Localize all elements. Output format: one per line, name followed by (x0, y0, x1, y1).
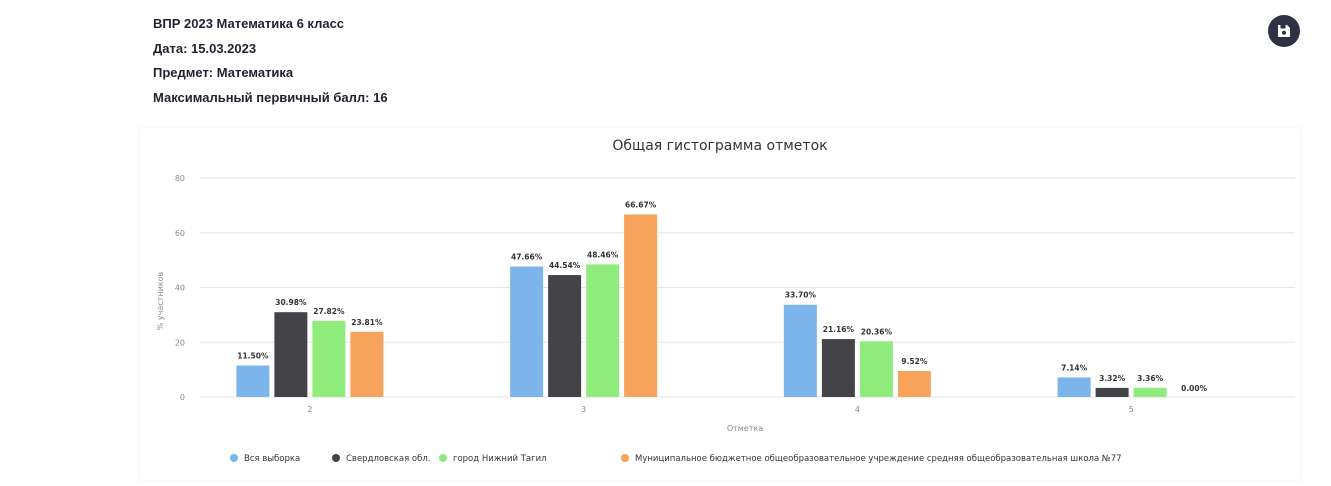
y-tick-label: 80 (175, 174, 185, 183)
bar[interactable] (1133, 387, 1167, 397)
data-label: 27.82% (313, 307, 345, 316)
save-button[interactable] (1268, 15, 1300, 47)
data-label: 33.70% (785, 291, 817, 300)
legend-marker (621, 454, 629, 462)
x-tick-label: 2 (307, 405, 312, 414)
data-label: 21.16% (823, 325, 855, 334)
y-tick-label: 60 (175, 229, 185, 238)
data-label: 9.52% (901, 357, 928, 366)
legend-item[interactable]: Вся выборка (230, 454, 300, 464)
bar[interactable] (312, 320, 346, 397)
bar[interactable] (548, 275, 582, 397)
y-tick-label: 40 (175, 284, 185, 293)
data-label: 23.81% (351, 318, 383, 327)
data-label: 48.46% (587, 250, 619, 259)
data-label: 7.14% (1061, 363, 1088, 372)
x-tick-label: 3 (581, 405, 586, 414)
data-label: 11.50% (237, 352, 269, 361)
histogram-chart: Общая гистограмма отметок 0 20 40 60 80 2 11.… (156, 138, 1295, 464)
report-info: ВПР 2023 Математика 6 класс Дата: 15.03.… (153, 12, 388, 110)
bar[interactable] (236, 365, 270, 397)
report-title: ВПР 2023 Математика 6 класс (153, 16, 345, 31)
y-tick-label: 20 (175, 338, 185, 347)
legend-label: Свердловская обл. (346, 454, 431, 464)
data-label: 66.67% (625, 200, 657, 209)
legend-label: город Нижний Тагил (453, 454, 547, 464)
bar[interactable] (624, 214, 658, 397)
bar[interactable] (821, 339, 855, 397)
bar[interactable] (897, 370, 931, 397)
legend-label: Муниципальное бюджетное общеобразователь… (635, 454, 1122, 464)
floppy-disk-icon (1278, 25, 1290, 37)
bar[interactable] (274, 312, 308, 397)
legend-item[interactable]: Муниципальное бюджетное общеобразователь… (621, 454, 1122, 464)
report-max-score: Максимальный первичный балл: 16 (153, 89, 388, 105)
bar[interactable] (1095, 387, 1129, 397)
bar[interactable] (1057, 377, 1091, 397)
chart-title: Общая гистограмма отметок (612, 138, 827, 154)
data-label: 47.66% (511, 253, 543, 262)
data-label: 20.36% (861, 327, 893, 336)
bar[interactable] (350, 331, 384, 397)
report-subject: Предмет: Математика (153, 65, 294, 80)
y-tick-label: 0 (180, 393, 185, 402)
bar[interactable] (586, 264, 620, 397)
report-date: Дата: 15.03.2023 (153, 40, 257, 56)
bar[interactable] (783, 304, 817, 397)
data-label: 44.54% (549, 261, 581, 270)
legend-label: Вся выборка (244, 454, 300, 464)
data-label: 3.36% (1137, 374, 1164, 383)
data-label: 3.32% (1099, 374, 1126, 383)
data-label: 0.00% (1181, 384, 1208, 393)
legend-marker (230, 454, 238, 462)
legend-marker (332, 454, 340, 462)
legend-marker (439, 454, 447, 462)
x-tick-label: 5 (1129, 405, 1134, 414)
y-axis-title: % участников (156, 271, 165, 330)
bar[interactable] (510, 266, 544, 397)
x-axis-title: Отметка (727, 424, 763, 433)
chart-card: Общая гистограмма отметок 0 20 40 60 80 2 11.… (140, 128, 1300, 480)
x-tick-label: 4 (855, 405, 860, 414)
legend-item[interactable]: город Нижний Тагил (439, 454, 547, 464)
data-label: 30.98% (275, 298, 307, 307)
bar[interactable] (859, 341, 893, 397)
legend-item[interactable]: Свердловская обл. (332, 454, 431, 464)
